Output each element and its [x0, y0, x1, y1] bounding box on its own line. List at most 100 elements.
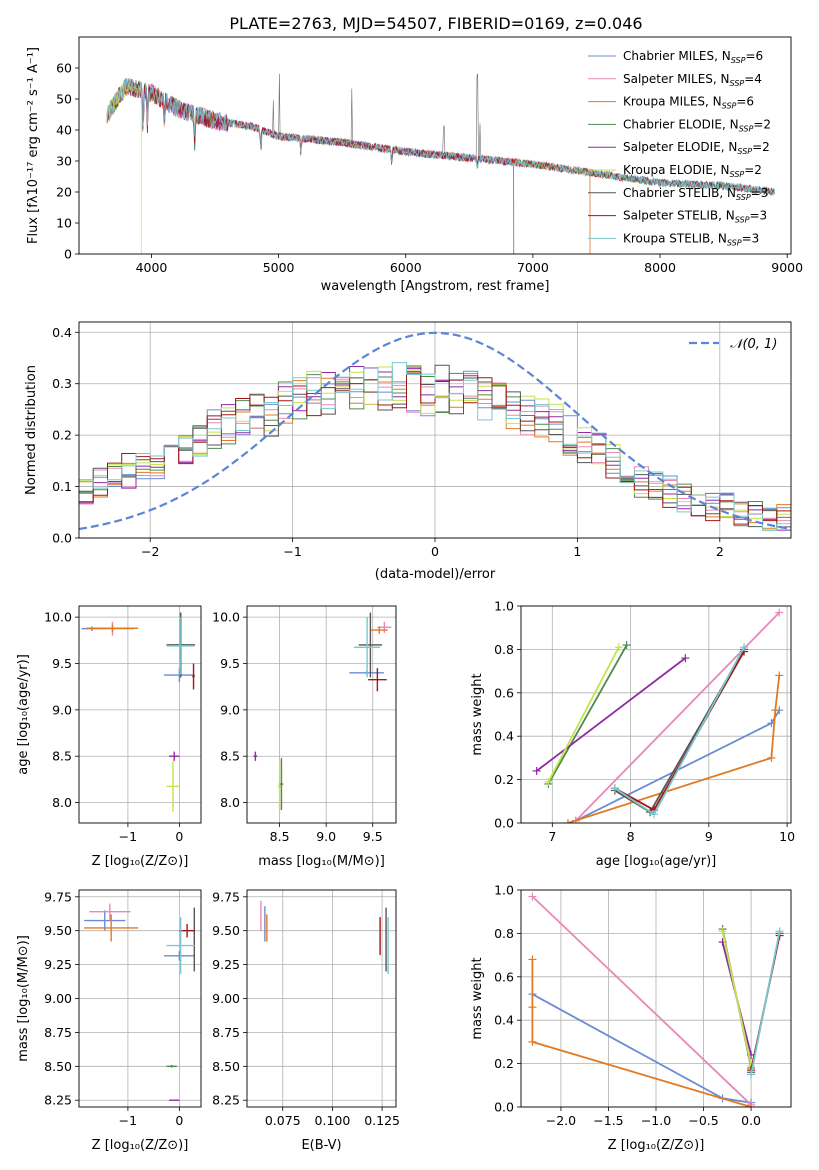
plot-area — [260, 900, 389, 975]
y-tick-label: 0.2 — [494, 772, 514, 787]
legend-label: Kroupa STELIB, NSSP=3 — [623, 231, 759, 247]
y-tick-label: 9.25 — [44, 957, 72, 972]
y-tick-label: 0.8 — [494, 642, 514, 657]
x-tick-label: 8 — [627, 829, 635, 844]
x-tick-label: 0.100 — [315, 1113, 351, 1128]
x-tick-label: −1.5 — [593, 1113, 623, 1128]
y-tick-label: 0.4 — [52, 325, 72, 340]
y-tick-label: 40 — [56, 123, 72, 138]
axes-frame — [78, 889, 202, 1108]
y-tick-label: 0.2 — [52, 428, 72, 443]
y-axis-label: Flux [fλ10⁻¹⁷ erg cm⁻² s⁻¹ A⁻¹] — [26, 47, 41, 244]
panel-weight-vs-age: 7 8 9 10 0.0 0.2 0.4 0.6 0.8 1.0 age [log₁₀(age/yr… — [470, 599, 795, 870]
weight-line-1 — [575, 611, 780, 822]
y-axis-label: mass weight — [470, 673, 485, 755]
weight-line-0 — [531, 993, 752, 1104]
x-tick-label: 5000 — [263, 260, 295, 275]
y-tick-label: 0.3 — [52, 376, 72, 391]
x-tick-label: 9000 — [771, 260, 803, 275]
x-tick-label: 0 — [175, 829, 183, 844]
x-tick-label: 9.0 — [316, 829, 336, 844]
axes-frame — [520, 889, 792, 1108]
weight-line-5 — [721, 931, 752, 1066]
y-tick-label: 10.0 — [212, 610, 240, 625]
normal-curve — [79, 331, 791, 531]
panel-mass-vs-EBV: 0.075 0.100 0.125 8.25 8.50 8.75 9.00 9.25 9.50 9… — [212, 889, 400, 1153]
y-tick-label: 8.75 — [212, 1025, 240, 1040]
x-tick-label: 0.075 — [265, 1113, 301, 1128]
plot-area — [84, 903, 196, 1101]
y-tick-label: 9.50 — [44, 923, 72, 938]
y-axis-label: age [log₁₀(age/yr)] — [16, 654, 31, 775]
y-tick-label: 0.0 — [494, 816, 514, 831]
y-tick-label: 10 — [56, 216, 72, 231]
y-tick-label: 9.25 — [212, 957, 240, 972]
x-axis-label: Z [log₁₀(Z/Z⊙)] — [92, 1138, 189, 1153]
histogram-series-5 — [79, 366, 791, 530]
x-axis-label: age [log₁₀(age/yr)] — [596, 854, 717, 869]
x-tick-label: 9 — [705, 829, 713, 844]
y-tick-label: 9.0 — [220, 702, 240, 717]
legend-label: Salpeter MILES, NSSP=4 — [623, 72, 762, 88]
x-tick-label: 4000 — [136, 260, 168, 275]
y-tick-label: 9.75 — [212, 889, 240, 904]
y-tick-label: 10.0 — [44, 610, 72, 625]
y-axis-label: mass [log₁₀(M/M⊙)] — [16, 935, 31, 1062]
weight-line-1 — [531, 895, 752, 1106]
figure-title: PLATE=2763, MJD=54507, FIBERID=0169, z=0… — [229, 14, 642, 33]
x-tick-label: 0 — [175, 1113, 183, 1128]
axes-frame — [520, 605, 792, 824]
x-tick-label: −2 — [141, 544, 159, 559]
legend-label: Chabrier STELIB, NSSP=3 — [623, 186, 768, 202]
legend-label: Kroupa MILES, NSSP=6 — [623, 95, 754, 111]
x-tick-label: 6000 — [390, 260, 422, 275]
x-tick-label: 8000 — [644, 260, 676, 275]
x-axis-label: E(B-V) — [301, 1138, 341, 1153]
weight-line-8 — [750, 931, 781, 1075]
plot-area — [81, 612, 195, 812]
plot-area — [106, 73, 775, 254]
y-tick-label: 30 — [56, 154, 72, 169]
x-axis-label: Z [log₁₀(Z/Z⊙)] — [92, 854, 189, 869]
panel-weight-vs-Z: −2.0 −1.5 −1.0 −0.5 0.0 0.0 0.2 0.4 0.6 0.8 1.0 Z [… — [470, 883, 792, 1153]
panel-mass-vs-Z: −1 0 8.25 8.50 8.75 9.00 9.25 9.50 9.75 Z [log₁₀(… — [16, 889, 202, 1153]
y-tick-label: 9.50 — [212, 923, 240, 938]
y-tick-label: 8.5 — [52, 749, 72, 764]
y-tick-label: 9.5 — [220, 656, 240, 671]
y-tick-label: 0.0 — [52, 531, 72, 546]
y-tick-label: 0.1 — [52, 479, 72, 494]
x-tick-label: 10 — [779, 829, 795, 844]
x-axis-label: mass [log₁₀(M/M⊙)] — [258, 854, 385, 869]
x-axis-label: wavelength [Angstrom, rest frame] — [321, 279, 550, 294]
legend-label: Chabrier ELODIE, NSSP=2 — [623, 117, 771, 133]
panel-residuals: −2 −1 0 1 2 0.0 0.1 0.2 0.3 0.4 (data-model)/error… — [24, 321, 792, 582]
x-tick-label: −1 — [119, 1113, 137, 1128]
weight-line-3 — [547, 644, 628, 785]
x-tick-label: 2 — [716, 544, 724, 559]
plot-area — [532, 608, 784, 823]
histogram-series-8 — [79, 362, 791, 532]
y-tick-label: 0.6 — [494, 969, 514, 984]
axes-frame — [78, 605, 202, 824]
panels: 4000 5000 6000 7000 8000 90000102030405060wav… — [16, 36, 803, 1153]
weight-line-5 — [547, 646, 620, 783]
weight-line-7 — [614, 651, 745, 812]
y-tick-label: 8.0 — [220, 795, 240, 810]
y-tick-label: 9.75 — [44, 889, 72, 904]
x-tick-label: −2.0 — [546, 1113, 576, 1128]
legend-label: Salpeter ELODIE, NSSP=2 — [623, 140, 770, 156]
x-tick-label: 7 — [548, 829, 556, 844]
panel-spectrum: 4000 5000 6000 7000 8000 9000 0 10 20 30 40 50 60 wav… — [26, 36, 803, 294]
x-tick-label: −0.5 — [688, 1113, 718, 1128]
y-tick-label: 8.25 — [44, 1093, 72, 1108]
x-tick-label: 1 — [573, 544, 581, 559]
spectrum-series-5 — [106, 80, 142, 254]
legend-label: Kroupa ELODIE, NSSP=2 — [623, 163, 762, 179]
plot-area — [79, 331, 791, 532]
panel-age-vs-Z: −1 0 8.0 8.5 9.0 9.5 10.0 Z [log₁₀(Z/Z⊙)] age [l… — [16, 605, 202, 869]
x-tick-label: −1 — [119, 829, 137, 844]
plot-area — [528, 892, 784, 1107]
axes-frame — [78, 321, 792, 539]
plot-area — [253, 612, 392, 812]
